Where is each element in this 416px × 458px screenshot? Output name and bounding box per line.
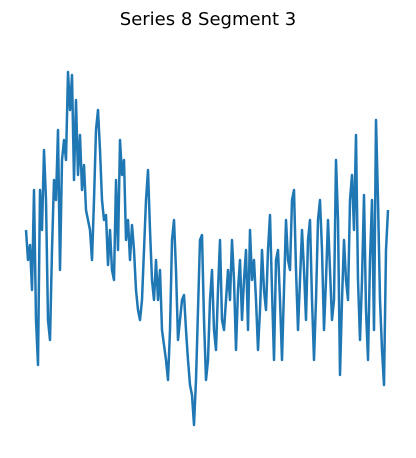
chart-title: Series 8 Segment 3 [120,9,296,30]
line-series [24,70,390,427]
